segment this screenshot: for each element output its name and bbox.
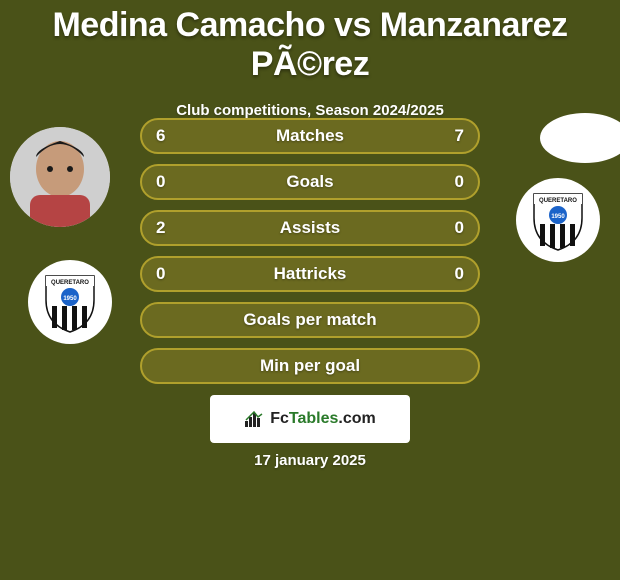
club-left-badge: QUERETARO 1950	[28, 260, 112, 344]
stat-row: Goals per match	[140, 302, 480, 338]
bars-icon	[244, 409, 264, 429]
page-title: Medina Camacho vs Manzanarez PÃ©rez	[0, 0, 620, 84]
shield-icon: QUERETARO 1950	[526, 188, 590, 252]
stat-row: Hattricks 0 0	[140, 256, 480, 292]
shield-icon: QUERETARO 1950	[38, 270, 102, 334]
date-text: 17 january 2025	[0, 452, 620, 469]
stat-row: Min per goal	[140, 348, 480, 384]
brand-pre: Fc	[270, 410, 289, 427]
stat-label: Goals	[286, 172, 333, 192]
club-right-badge: QUERETARO 1950	[516, 178, 600, 262]
stat-right-value: 7	[455, 126, 464, 146]
svg-text:1950: 1950	[551, 214, 565, 220]
source-text: FcTables.com	[270, 410, 376, 428]
svg-text:1950: 1950	[63, 296, 77, 302]
stat-label: Hattricks	[274, 264, 347, 284]
stat-left-value: 6	[156, 126, 165, 146]
page-subtitle: Club competitions, Season 2024/2025	[0, 102, 620, 119]
stat-label: Goals per match	[243, 310, 376, 330]
club-name-text: QUERETARO	[51, 280, 89, 286]
stat-left-value: 0	[156, 264, 165, 284]
stat-label: Min per goal	[260, 356, 360, 376]
stat-right-value: 0	[455, 218, 464, 238]
brand-accent: Tables	[289, 410, 339, 427]
stats-panel: Matches67Goals00Assists20Hattricks00Goal…	[140, 118, 480, 394]
source-badge: FcTables.com	[210, 395, 410, 443]
stat-row: Assists 2 0	[140, 210, 480, 246]
stat-left-value: 0	[156, 172, 165, 192]
person-icon	[10, 127, 110, 227]
player-right-avatar	[540, 113, 620, 163]
stat-label: Matches	[276, 126, 344, 146]
brand-post: .com	[338, 410, 375, 427]
player-left-avatar	[10, 127, 110, 227]
stat-label: Assists	[280, 218, 340, 238]
stat-row: Goals 0 0	[140, 164, 480, 200]
stat-right-value: 0	[455, 172, 464, 192]
stat-left-value: 2	[156, 218, 165, 238]
stat-right-value: 0	[455, 264, 464, 284]
club-name-text: QUERETARO	[539, 198, 577, 204]
stat-row: Matches 6 7	[140, 118, 480, 154]
